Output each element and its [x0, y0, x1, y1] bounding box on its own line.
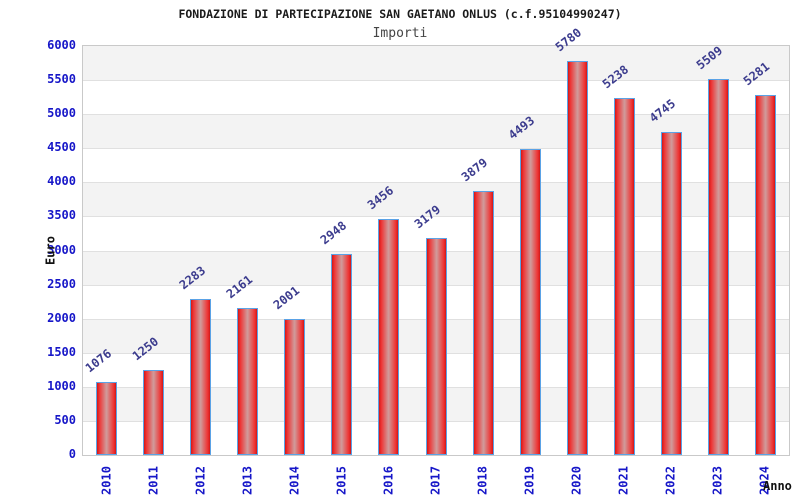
x-tick-label: 2022: [663, 466, 678, 495]
y-axis-title: Euro: [43, 236, 58, 265]
x-tick-label: 2020: [569, 466, 584, 495]
y-tick-label: 5500: [47, 72, 76, 87]
bar: [660, 132, 682, 455]
y-tick-label: 3500: [47, 208, 76, 223]
bar: [707, 79, 729, 455]
x-tick-label: 2021: [616, 466, 631, 495]
x-tick-label: 2015: [334, 466, 349, 495]
x-tick-label: 2019: [522, 466, 537, 495]
bar: [331, 254, 353, 455]
y-tick-label: 4000: [47, 174, 76, 189]
bar: [284, 319, 306, 455]
grid-line: [83, 80, 789, 82]
y-tick-label: 5000: [47, 106, 76, 121]
y-tick-label: 6000: [47, 38, 76, 52]
bar: [378, 219, 400, 455]
bar: [754, 95, 776, 455]
x-axis-title: Anno: [763, 479, 792, 493]
bar: [566, 61, 588, 455]
x-tick-label: 2014: [287, 466, 302, 495]
bar: [425, 238, 447, 455]
bar: [237, 308, 259, 455]
x-tick-label: 2016: [381, 466, 396, 495]
plot-area: [82, 45, 790, 456]
chart-title: FONDAZIONE DI PARTECIPAZIONE SAN GAETANO…: [178, 7, 622, 21]
y-tick-label: 3000: [47, 242, 76, 257]
plot-band: [83, 114, 789, 149]
bar: [190, 299, 212, 455]
bar: [613, 98, 635, 455]
plot-band: [83, 80, 789, 115]
y-tick-label: 2000: [47, 310, 76, 325]
bar: [472, 191, 494, 455]
chart-subtitle: Importi: [372, 26, 428, 41]
y-tick-label: 500: [54, 412, 76, 427]
y-tick-label: 1500: [47, 344, 76, 359]
x-tick-label: 2012: [193, 466, 208, 495]
y-tick-label: 4500: [47, 140, 76, 155]
grid-line: [83, 182, 789, 184]
y-tick-label: 1000: [47, 378, 76, 393]
plot-band: [83, 46, 789, 81]
grid-line: [83, 114, 789, 116]
x-tick-label: 2011: [146, 466, 161, 495]
x-tick-label: 2010: [99, 466, 114, 495]
y-tick-label: 0: [68, 447, 76, 461]
plot-band: [83, 148, 789, 183]
y-tick-label: 2500: [47, 276, 76, 291]
bar: [96, 382, 118, 455]
grid-line: [83, 148, 789, 150]
bar: [143, 370, 165, 455]
x-tick-label: 2023: [710, 466, 725, 495]
x-tick-label: 2017: [428, 466, 443, 495]
bar: [519, 149, 541, 455]
grid-line: [83, 216, 789, 218]
x-tick-label: 2013: [240, 466, 255, 495]
x-tick-label: 2018: [475, 466, 490, 495]
